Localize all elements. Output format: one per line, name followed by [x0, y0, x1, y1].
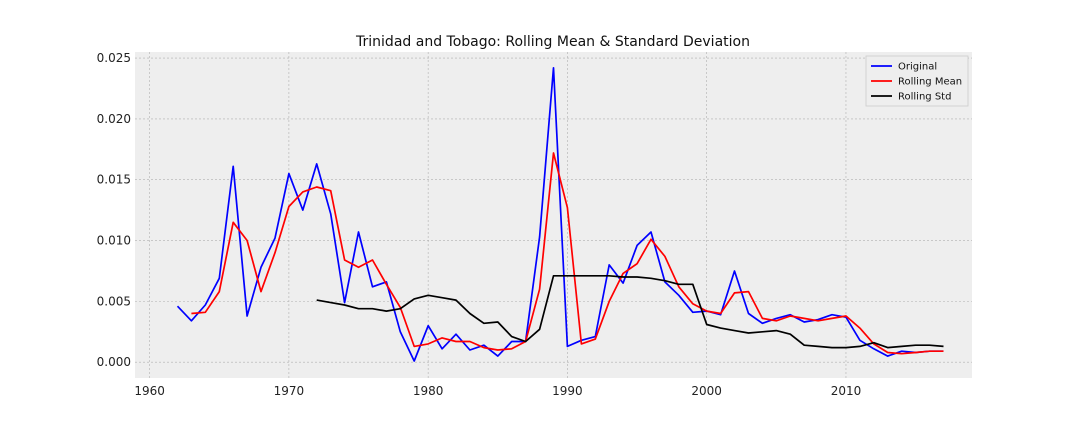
y-tick-label: 0.025	[97, 51, 131, 65]
chart-title: Trinidad and Tobago: Rolling Mean & Stan…	[355, 34, 750, 50]
legend: Original Rolling Mean Rolling Std	[865, 55, 969, 107]
y-tick-label: 0.005	[97, 294, 131, 308]
grid-lines	[135, 52, 972, 378]
series-line-rolling-mean	[191, 152, 944, 355]
x-tick-label: 1980	[413, 384, 444, 398]
legend-label: Original	[898, 62, 937, 73]
y-tick-label: 0.020	[97, 112, 131, 126]
legend-label: Rolling Std	[898, 92, 951, 103]
y-axis: 0.000 0.005 0.010 0.015 0.020 0.025	[97, 51, 131, 369]
y-tick-label: 0.000	[97, 355, 131, 369]
x-tick-label: 1990	[552, 384, 583, 398]
series-layer	[176, 66, 944, 362]
x-axis: 1960 1970 1980 1990 2000 2010	[134, 384, 861, 398]
series-line-rolling-std	[316, 274, 944, 349]
x-tick-label: 2000	[691, 384, 722, 398]
y-tick-label: 0.010	[97, 234, 131, 248]
plot-background	[135, 52, 972, 378]
y-tick-label: 0.015	[97, 173, 131, 187]
legend-label: Rolling Mean	[898, 77, 962, 88]
x-tick-label: 1970	[274, 384, 305, 398]
x-tick-label: 1960	[134, 384, 165, 398]
x-tick-label: 2010	[831, 384, 862, 398]
